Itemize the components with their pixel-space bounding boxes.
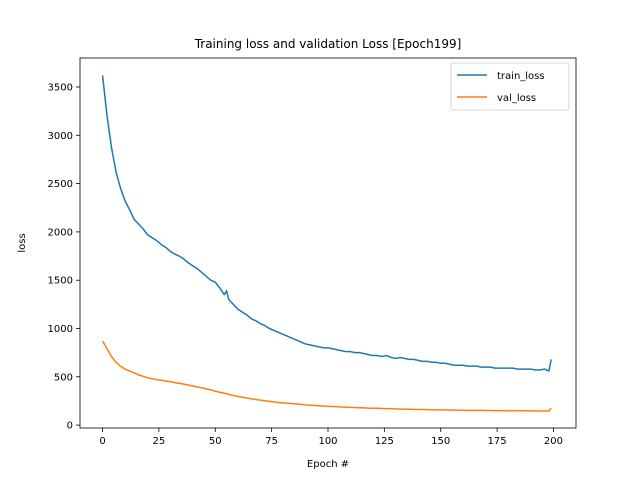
y-axis-label: loss — [17, 233, 28, 252]
x-tick-label: 0 — [99, 436, 105, 447]
y-tick-label: 500 — [54, 372, 73, 383]
y-tick-label: 0 — [67, 421, 73, 432]
x-tick-label: 200 — [544, 436, 563, 447]
y-tick-label: 1500 — [48, 276, 73, 287]
y-tick-label: 2500 — [48, 179, 73, 190]
chart-title: Training loss and validation Loss [Epoch… — [194, 37, 462, 51]
y-tick-label: 1000 — [48, 324, 73, 335]
series-layer — [101, 75, 552, 412]
x-tick-label: 150 — [431, 436, 450, 447]
x-tick-label: 100 — [318, 436, 337, 447]
y-tick-label: 3500 — [48, 82, 73, 93]
legend-label-train-loss: train_loss — [497, 71, 545, 82]
legend: train_loss val_loss — [450, 62, 570, 111]
legend-label-val-loss: val_loss — [497, 93, 536, 104]
x-tick-label: 75 — [265, 436, 278, 447]
axes: 0 25 50 75 100 125 150 175 200050010001500200025… — [48, 82, 563, 447]
y-tick-label: 2000 — [48, 227, 73, 238]
y-tick-label: 3000 — [48, 131, 73, 142]
x-tick-label: 50 — [209, 436, 222, 447]
series-line-train-loss — [101, 75, 552, 372]
x-tick-label: 175 — [488, 436, 507, 447]
plot-border — [79, 57, 577, 429]
plot-area — [80, 58, 576, 428]
x-tick-label: 25 — [153, 436, 166, 447]
series-line-val-loss — [101, 340, 552, 412]
x-tick-label: 125 — [375, 436, 394, 447]
x-axis-label: Epoch # — [307, 459, 349, 470]
